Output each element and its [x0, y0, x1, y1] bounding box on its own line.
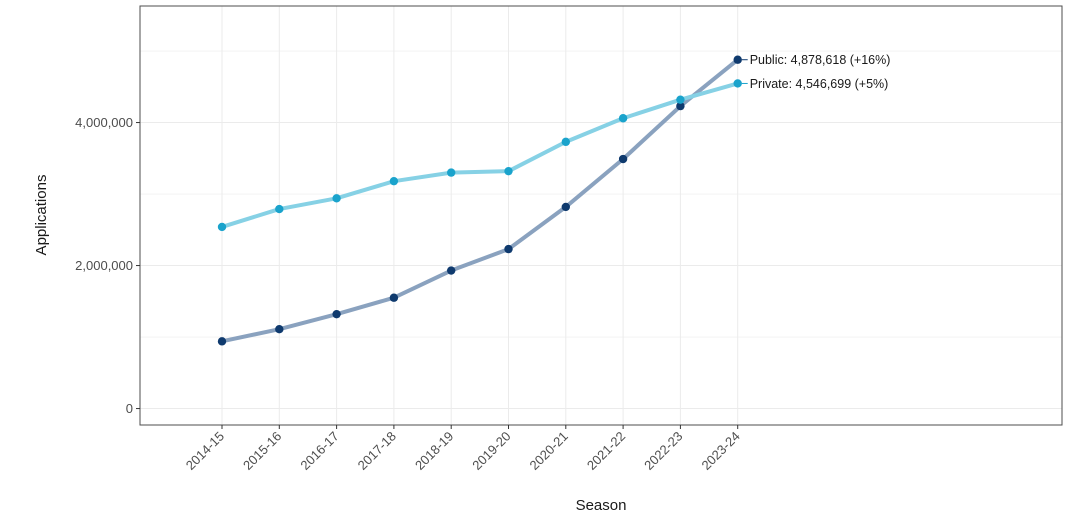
- y-axis-title: Applications: [33, 175, 50, 256]
- series-points: [217, 55, 742, 346]
- point-public-3: [389, 293, 399, 302]
- end-label-private: Private: 4,546,699 (+5%): [750, 77, 889, 91]
- point-private-2: [332, 194, 341, 203]
- point-public-2: [332, 309, 341, 319]
- point-private-4: [447, 168, 456, 177]
- series-lines: [220, 57, 740, 344]
- point-public-8: [676, 101, 685, 111]
- x-tick-label-9: 2023-24: [698, 429, 742, 473]
- x-tick-label-2: 2016-17: [297, 429, 341, 473]
- x-tick-label-1: 2015-16: [240, 429, 284, 473]
- point-public-1: [275, 324, 284, 334]
- point-public-5: [504, 244, 513, 254]
- point-public-9: [733, 55, 742, 64]
- point-private-8: [676, 95, 685, 104]
- x-tick-label-8: 2022-23: [641, 429, 685, 473]
- x-axis-title: Season: [576, 497, 627, 514]
- plot-background: [140, 6, 1062, 425]
- x-tick-label-5: 2019-20: [469, 429, 513, 473]
- point-private-1: [275, 204, 284, 214]
- grid-major: [140, 6, 1062, 425]
- point-public-6: [561, 202, 570, 212]
- axis-ticks: [136, 122, 739, 429]
- point-private-0: [217, 222, 227, 232]
- point-private-7: [618, 114, 628, 123]
- point-public-0: [217, 337, 227, 346]
- x-tick-label-6: 2020-21: [527, 429, 571, 473]
- x-tick-label-7: 2021-22: [584, 429, 628, 473]
- point-public-4: [447, 266, 456, 275]
- end-labels: Public: 4,878,618 (+16%) Private: 4,546,6…: [741, 53, 891, 91]
- plot-border: [139, 5, 1063, 426]
- x-tick-labels: 2014-15 2015-16 2016-17 2017-18 2018-19 2019-…: [183, 429, 743, 473]
- series-line-private: [220, 81, 740, 229]
- y-tick-labels: 0 2,000,000 4,000,000: [75, 115, 133, 416]
- end-label-public: Public: 4,878,618 (+16%): [750, 53, 891, 67]
- x-tick-label-0: 2014-15: [183, 429, 227, 473]
- x-tick-label-4: 2018-19: [412, 429, 456, 473]
- point-private-3: [389, 176, 399, 186]
- y-tick-label-1: 2,000,000: [75, 258, 133, 273]
- point-public-7: [618, 154, 628, 164]
- point-private-5: [504, 166, 513, 176]
- x-tick-label-3: 2017-18: [355, 429, 399, 473]
- point-private-9: [733, 79, 742, 88]
- y-tick-label-2: 4,000,000: [75, 115, 133, 130]
- y-tick-label-0: 0: [126, 401, 133, 416]
- grid-minor: [140, 50, 1062, 338]
- point-private-6: [561, 137, 570, 147]
- series-line-public: [220, 57, 740, 344]
